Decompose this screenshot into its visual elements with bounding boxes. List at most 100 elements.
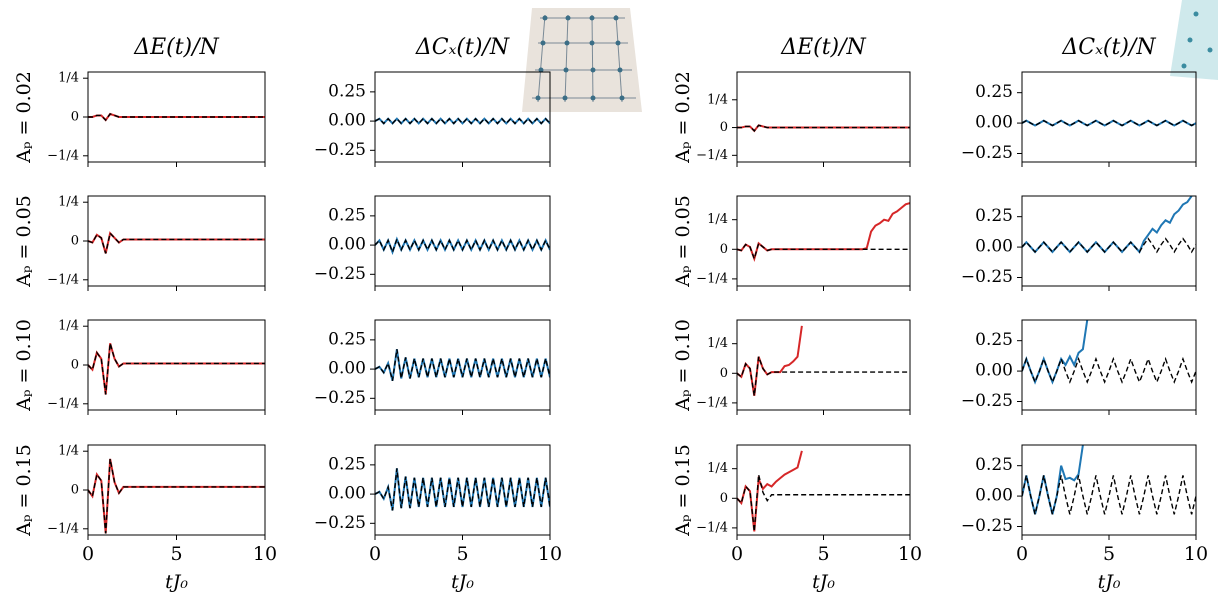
y-tick-label: 0.00 <box>975 361 1013 381</box>
inset-grid <box>532 14 636 103</box>
axes-frame <box>1021 319 1197 411</box>
y-axis-label: Aₚ = 0.05 <box>672 195 694 288</box>
x-tick-label: 5 <box>456 543 468 565</box>
axes-frame <box>1021 444 1197 536</box>
y-tick-label: −1/4 <box>47 272 79 287</box>
axes-frame <box>374 195 551 287</box>
inset-sites <box>535 15 625 101</box>
y-tick-label: 0 <box>720 366 728 381</box>
y-tick-label: 1/4 <box>707 461 728 476</box>
data-line <box>737 325 803 396</box>
axes-frame <box>87 319 266 411</box>
subplot: −0.25 0.00 0.25 0 5 10 tJ₀ <box>961 444 1208 593</box>
axes-frame <box>374 319 551 411</box>
axes-frame <box>87 195 266 287</box>
y-axis-label: Aₚ = 0.05 <box>13 195 35 288</box>
x-tick-label: 10 <box>538 543 562 565</box>
y-axis-label: Aₚ = 0.15 <box>672 444 694 537</box>
axes-frame <box>736 319 911 411</box>
subplot-title: ΔE(t)/N <box>780 35 866 60</box>
y-axis-label: Aₚ = 0.02 <box>672 71 694 164</box>
x-tick-label: 5 <box>170 543 182 565</box>
axes-frame <box>374 444 551 536</box>
subplot: −0.25 0.00 0.25 ΔCₓ(t)/N <box>314 35 551 167</box>
y-tick-label: 0.25 <box>328 205 366 225</box>
reference-line <box>1022 356 1196 384</box>
x-tick-label: 10 <box>253 543 277 565</box>
subplot-title: ΔCₓ(t)/N <box>415 35 510 60</box>
y-tick-label: 0.25 <box>328 454 366 474</box>
y-axis-label: Aₚ = 0.02 <box>13 71 35 164</box>
x-tick-label: 0 <box>731 543 743 565</box>
y-tick-label: 0.25 <box>975 455 1013 475</box>
y-tick-label: 0 <box>720 242 728 257</box>
x-axis-label: tJ₀ <box>451 571 474 593</box>
y-tick-label: 0.25 <box>328 329 366 349</box>
reference-line <box>737 124 910 132</box>
x-axis-label: tJ₀ <box>1098 571 1121 593</box>
subplot: −0.25 0.00 0.25 <box>314 195 551 291</box>
y-tick-label: 0.00 <box>975 486 1013 506</box>
y-tick-label: 1/4 <box>707 336 728 351</box>
subplot-title: ΔE(t)/N <box>133 35 219 60</box>
lattice-inset-right <box>1170 0 1218 80</box>
subplot: −0.25 0.00 0.25 ΔCₓ(t)/N <box>961 35 1197 167</box>
subplot: −0.25 0.00 0.25 <box>961 195 1197 291</box>
y-tick-label: 0.00 <box>328 235 366 255</box>
data-line <box>88 343 265 395</box>
y-tick-label: −1/4 <box>696 148 728 163</box>
reference-line <box>737 242 910 262</box>
y-tick-label: 0 <box>71 358 79 373</box>
reference-line <box>88 343 265 395</box>
reference-line <box>1022 119 1196 127</box>
y-tick-label: 0.25 <box>975 206 1013 226</box>
y-tick-label: 1/4 <box>58 444 79 459</box>
subplot-title: ΔCₓ(t)/N <box>1061 35 1156 60</box>
y-tick-label: 0 <box>71 234 79 249</box>
axes-frame <box>736 71 911 163</box>
y-tick-label: −1/4 <box>696 395 728 410</box>
y-axis-label: Aₚ = 0.15 <box>13 444 35 537</box>
y-tick-label: 0.00 <box>975 113 1013 133</box>
reference-line <box>375 468 550 511</box>
reference-line <box>1022 475 1196 515</box>
y-tick-label: 0.00 <box>328 359 366 379</box>
reference-line <box>737 474 910 532</box>
subplot: −1/4 0 1/4 Aₚ = 0.05 <box>13 195 266 291</box>
y-tick-label: 1/4 <box>707 212 728 227</box>
reference-line <box>737 356 910 396</box>
inset-sites <box>1181 11 1213 69</box>
axes-frame <box>374 71 551 163</box>
reference-line <box>88 231 265 254</box>
x-tick-label: 0 <box>369 543 381 565</box>
y-tick-label: −0.25 <box>314 388 366 408</box>
x-tick-label: 5 <box>817 543 829 565</box>
y-tick-label: 1/4 <box>707 92 728 107</box>
y-tick-label: 0.00 <box>328 484 366 504</box>
y-tick-label: −0.25 <box>961 516 1013 536</box>
axes-frame <box>736 195 911 287</box>
inset-panel <box>1170 0 1218 80</box>
y-tick-label: 0 <box>720 491 728 506</box>
subplot: −1/4 0 1/4 Aₚ = 0.05 <box>672 195 911 291</box>
y-tick-label: 0.25 <box>975 82 1013 102</box>
subplot: −0.25 0.00 0.25 <box>961 319 1197 415</box>
y-tick-label: −0.25 <box>314 140 366 160</box>
reference-line <box>88 458 265 534</box>
y-tick-label: −0.25 <box>961 143 1013 163</box>
y-tick-label: 1/4 <box>58 195 79 210</box>
y-tick-label: 0 <box>720 120 728 135</box>
subplot: −1/4 0 1/4 ΔE(t)/N Aₚ = 0.02 <box>672 35 911 167</box>
x-tick-label: 0 <box>1016 543 1028 565</box>
y-tick-label: 0.00 <box>328 111 366 131</box>
y-tick-label: −1/4 <box>696 271 728 286</box>
axes-frame <box>1021 71 1197 163</box>
subplot: −1/4 0 1/4 ΔE(t)/N Aₚ = 0.02 <box>13 35 266 167</box>
data-line <box>1022 196 1193 254</box>
y-tick-label: −0.25 <box>314 513 366 533</box>
y-tick-label: 1/4 <box>58 319 79 334</box>
reference-line <box>1022 237 1196 254</box>
